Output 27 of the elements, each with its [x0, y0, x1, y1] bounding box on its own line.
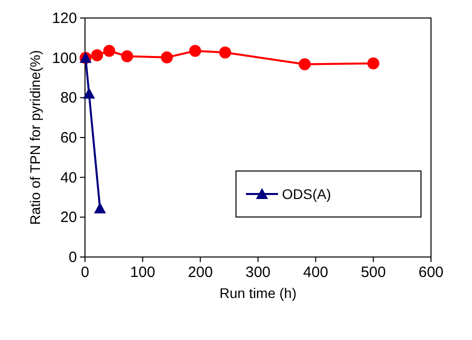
- x-tick-label: 100: [130, 264, 156, 281]
- x-tick-label: 600: [418, 264, 444, 281]
- y-tick-label: 100: [52, 50, 77, 67]
- point: [121, 50, 134, 62]
- x-tick-label: 400: [303, 264, 328, 281]
- y-tick-label: 120: [52, 10, 77, 27]
- y-tick-label: 0: [68, 249, 77, 266]
- x-tick-label: 300: [245, 264, 271, 281]
- point: [103, 44, 116, 57]
- point: [367, 57, 380, 70]
- point: [83, 88, 96, 99]
- x-tick-label: 0: [80, 264, 90, 281]
- x-axis-title: Run time (h): [219, 285, 297, 301]
- y-axis-title: Ratio of TPN for pyridine(%): [27, 50, 43, 225]
- point: [94, 202, 106, 214]
- x-tick-label: 500: [360, 264, 386, 281]
- x-tick-label: 200: [188, 264, 213, 281]
- point: [219, 46, 232, 58]
- point: [298, 58, 311, 70]
- y-tick-label: 60: [60, 130, 77, 146]
- y-tick-label: 40: [60, 169, 77, 186]
- point: [91, 49, 104, 62]
- y-tick-label: 20: [60, 209, 77, 226]
- point: [160, 51, 173, 64]
- point: [189, 44, 202, 57]
- y-tick-label: 80: [60, 90, 77, 107]
- legend-label: ODS(A): [282, 186, 331, 202]
